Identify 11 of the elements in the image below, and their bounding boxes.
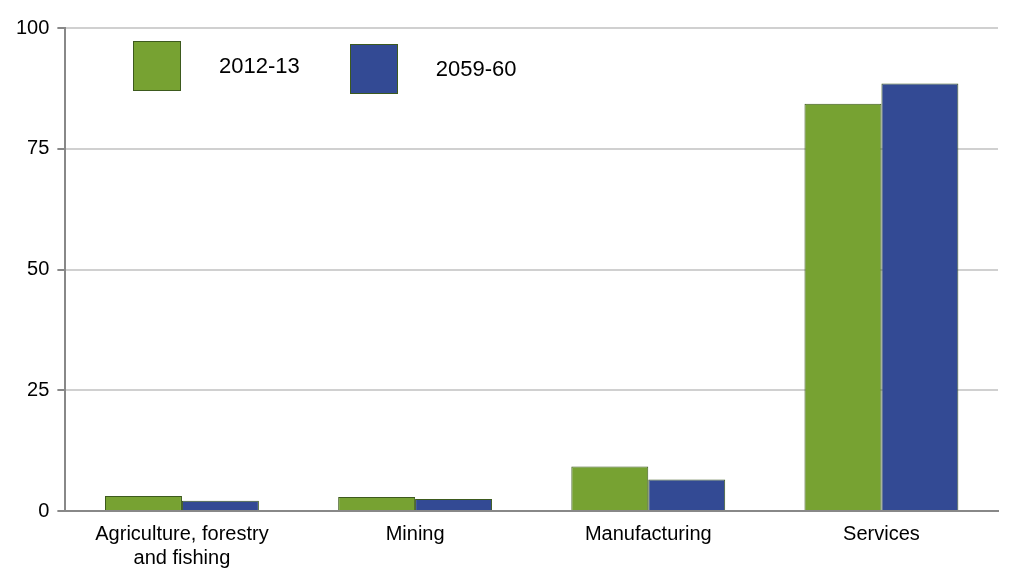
legend-label: 2012-13: [219, 53, 300, 79]
legend-label: 2059-60: [435, 56, 517, 82]
y-tick-label: 75: [27, 136, 50, 159]
x-tick-label: Agriculture, forestry and fishing: [95, 521, 269, 568]
x-tick-label: Manufacturing: [584, 521, 712, 544]
y-tick-label: 25: [27, 377, 50, 400]
x-tick-label: Services: [843, 521, 920, 544]
y-tick-label: 0: [38, 498, 50, 521]
x-tick-label: Mining: [385, 521, 445, 544]
y-tick-label: 50: [27, 257, 50, 280]
y-tick-label: 100: [15, 15, 50, 38]
